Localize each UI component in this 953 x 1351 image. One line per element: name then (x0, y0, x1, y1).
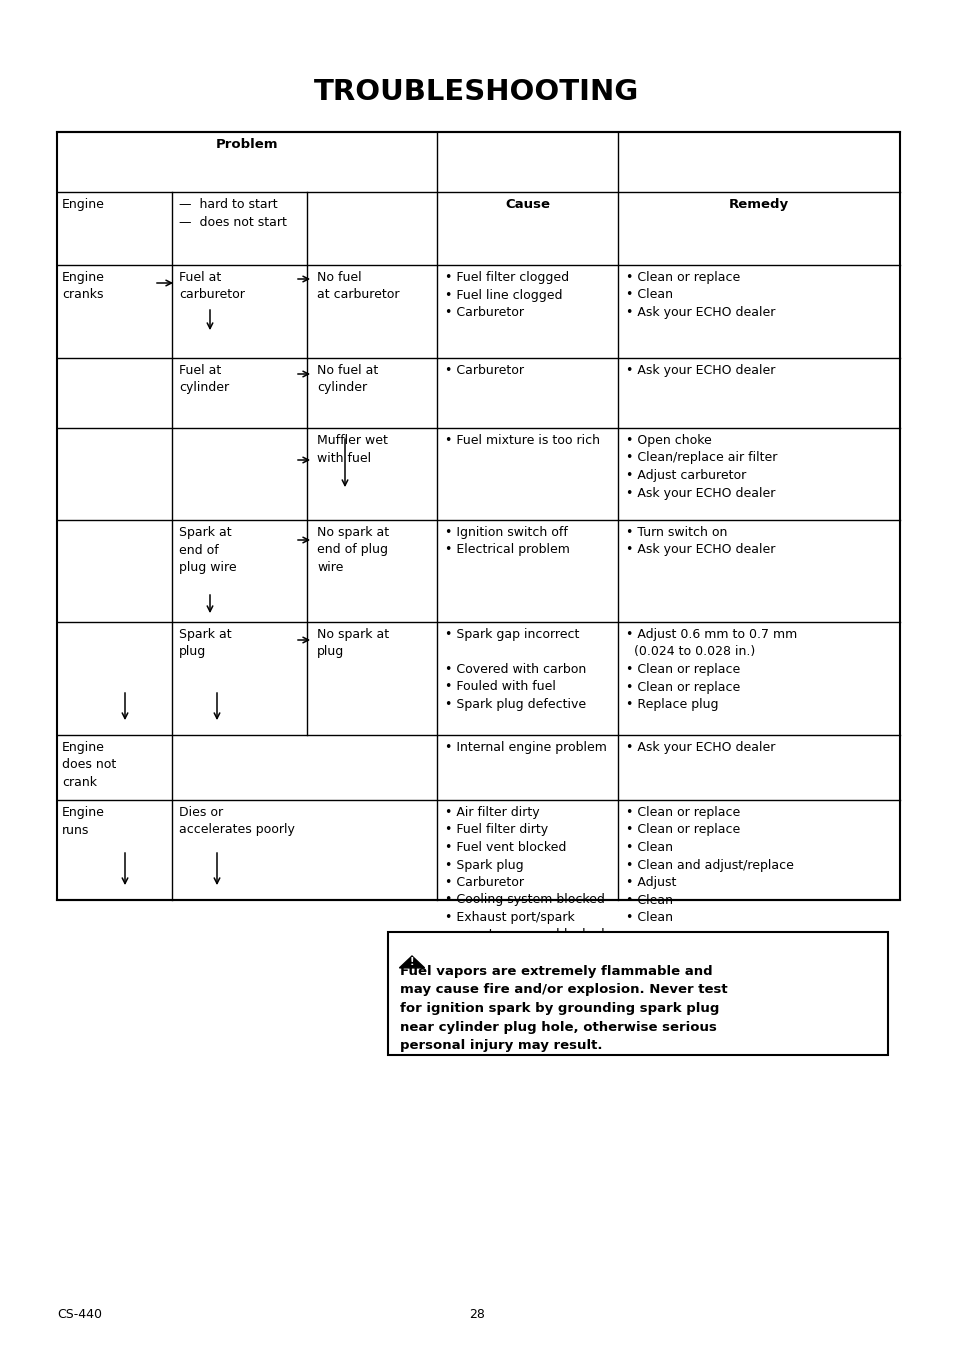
Text: • Ignition switch off
• Electrical problem: • Ignition switch off • Electrical probl… (444, 526, 569, 557)
Text: WARNING: WARNING (432, 938, 522, 957)
Text: No fuel
at carburetor: No fuel at carburetor (316, 272, 399, 301)
Text: Dies or
accelerates poorly: Dies or accelerates poorly (179, 807, 294, 836)
Text: • Clean or replace
• Clean
• Ask your ECHO dealer: • Clean or replace • Clean • Ask your EC… (625, 272, 775, 319)
Text: • Turn switch on
• Ask your ECHO dealer: • Turn switch on • Ask your ECHO dealer (625, 526, 775, 557)
Text: • Fuel filter clogged
• Fuel line clogged
• Carburetor: • Fuel filter clogged • Fuel line clogge… (444, 272, 569, 319)
Text: Engine
does not
crank: Engine does not crank (62, 740, 116, 789)
Text: No fuel at
cylinder: No fuel at cylinder (316, 363, 377, 394)
Text: No spark at
plug: No spark at plug (316, 628, 389, 658)
Bar (388, 932, 887, 1055)
Text: Fuel at
carburetor: Fuel at carburetor (179, 272, 245, 301)
Text: • Air filter dirty
• Fuel filter dirty
• Fuel vent blocked
• Spark plug
• Carbur: • Air filter dirty • Fuel filter dirty •… (444, 807, 604, 942)
Bar (57, 132, 899, 900)
Text: —  hard to start
—  does not start: — hard to start — does not start (179, 199, 287, 230)
Text: Fuel vapors are extremely flammable and
may cause fire and/or explosion. Never t: Fuel vapors are extremely flammable and … (399, 965, 727, 1052)
Text: CS-440: CS-440 (57, 1308, 102, 1321)
Text: Engine: Engine (62, 199, 105, 211)
Text: !: ! (410, 957, 414, 966)
Text: Remedy: Remedy (728, 199, 788, 211)
Text: Fuel at
cylinder: Fuel at cylinder (179, 363, 229, 394)
Text: No spark at
end of plug
wire: No spark at end of plug wire (316, 526, 389, 574)
Text: • Internal engine problem: • Internal engine problem (444, 740, 606, 754)
Text: Spark at
end of
plug wire: Spark at end of plug wire (179, 526, 236, 574)
Text: • Clean or replace
• Clean or replace
• Clean
• Clean and adjust/replace
• Adjus: • Clean or replace • Clean or replace • … (625, 807, 793, 924)
Text: • Spark gap incorrect

• Covered with carbon
• Fouled with fuel
• Spark plug def: • Spark gap incorrect • Covered with car… (444, 628, 586, 711)
Text: Problem: Problem (215, 138, 278, 151)
Text: Cause: Cause (504, 199, 550, 211)
Text: • Adjust 0.6 mm to 0.7 mm
  (0.024 to 0.028 in.)
• Clean or replace
• Clean or r: • Adjust 0.6 mm to 0.7 mm (0.024 to 0.02… (625, 628, 797, 711)
Polygon shape (399, 957, 424, 967)
Text: • Ask your ECHO dealer: • Ask your ECHO dealer (625, 363, 775, 377)
Text: • Fuel mixture is too rich: • Fuel mixture is too rich (444, 434, 599, 447)
Text: Spark at
plug: Spark at plug (179, 628, 232, 658)
Text: 28: 28 (469, 1308, 484, 1321)
Text: • Open choke
• Clean/replace air filter
• Adjust carburetor
• Ask your ECHO deal: • Open choke • Clean/replace air filter … (625, 434, 777, 500)
Text: Muffler wet
with fuel: Muffler wet with fuel (316, 434, 388, 465)
Text: Engine
runs: Engine runs (62, 807, 105, 836)
Text: • Ask your ECHO dealer: • Ask your ECHO dealer (625, 740, 775, 754)
Text: Engine
cranks: Engine cranks (62, 272, 105, 301)
Text: • Carburetor: • Carburetor (444, 363, 523, 377)
Text: TROUBLESHOOTING: TROUBLESHOOTING (314, 78, 639, 105)
